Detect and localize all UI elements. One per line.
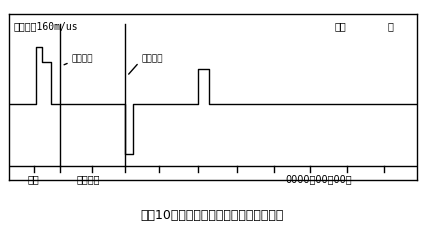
Text: 米: 米 — [388, 21, 394, 31]
Text: 传输速度160m/us: 传输速度160m/us — [14, 21, 78, 31]
Text: 脉冲: 脉冲 — [28, 175, 40, 185]
Text: 终点坐标: 终点坐标 — [141, 54, 163, 63]
Text: 全长: 全长 — [335, 21, 347, 31]
Text: 速度选择: 速度选择 — [76, 175, 100, 185]
Text: 起点光标: 起点光标 — [72, 54, 93, 63]
Text: 0000年00月00日: 0000年00月00日 — [285, 175, 352, 185]
Text: 图（10）低压脉冲测短路、低阻故障波形: 图（10）低压脉冲测短路、低阻故障波形 — [141, 209, 284, 222]
